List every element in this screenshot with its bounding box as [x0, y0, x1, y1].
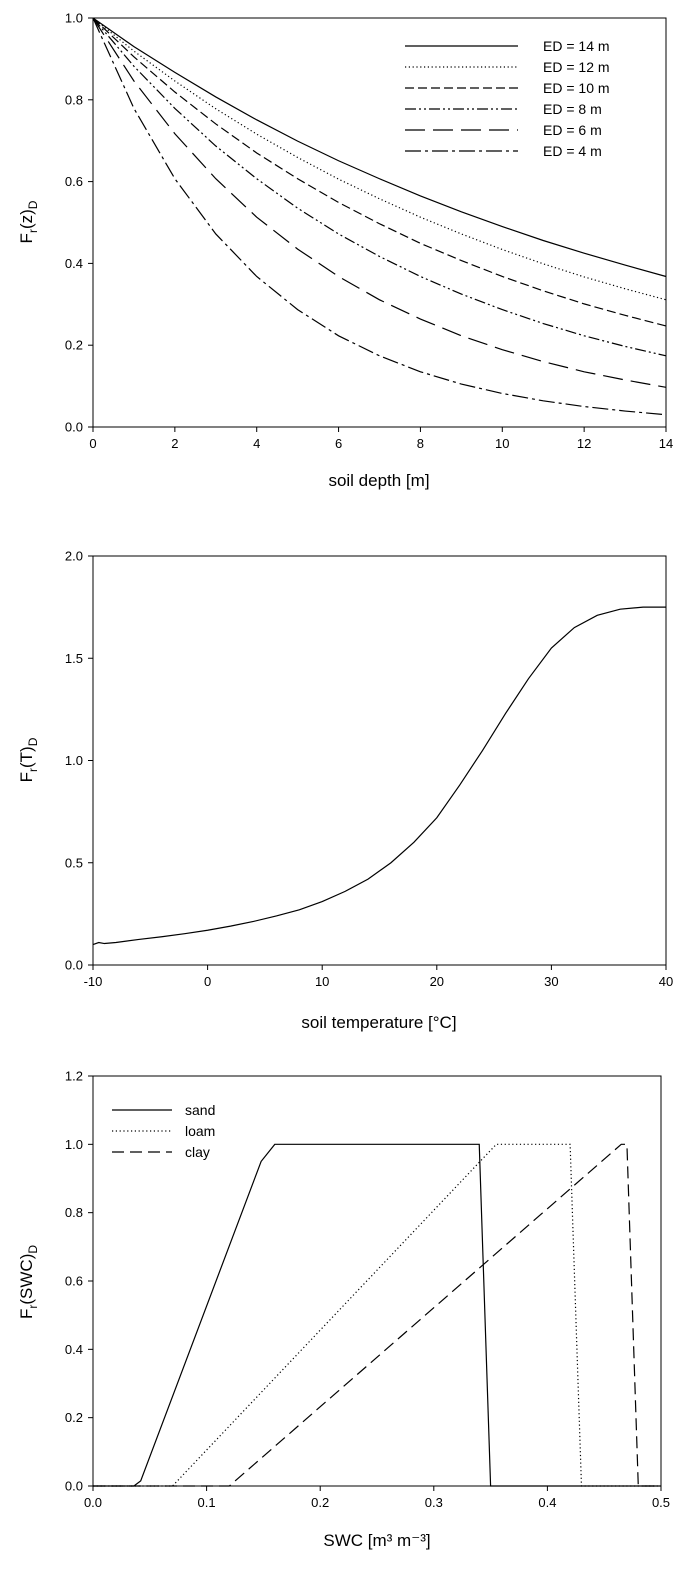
legend-label-ed-8-m: ED = 8 m	[543, 101, 602, 117]
y-tick-label: 0.4	[65, 1342, 83, 1357]
swc-chart-plot-area	[93, 1143, 661, 1487]
swc-chart-y-axis: 0.0 0.2 0.4 0.6 0.8 1.0 1.2	[65, 1069, 93, 1494]
series-ed-6-m-line	[92, 17, 667, 388]
temperature-chart-y-label: Fr(T)D	[17, 737, 40, 782]
y-tick-label: 0.0	[65, 1479, 83, 1494]
depth-chart-y-axis: 0.0 0.2 0.4 0.6 0.8 1.0	[65, 11, 93, 435]
x-tick-label: 10	[495, 436, 509, 451]
temperature-chart: -10 0 10 20 30 40 0.0 0.5 1.0 1.5 2.0 soil temper…	[17, 549, 673, 1033]
legend-label-clay: clay	[185, 1144, 210, 1160]
x-tick-label: -10	[84, 974, 103, 989]
x-tick-label: 20	[430, 974, 444, 989]
legend-label-sand: sand	[185, 1102, 215, 1118]
series-line-line	[92, 606, 666, 946]
depth-chart: 0 2 4 6 8 10 12 14 0.0 0.2 0.4 0.6 0.8 1.0 ED = 14 m…	[17, 11, 673, 491]
x-tick-label: 6	[335, 436, 342, 451]
legend-label-ed-14-m: ED = 14 m	[543, 38, 610, 54]
y-tick-label: 0.0	[65, 958, 83, 973]
legend-label-ed-4-m: ED = 4 m	[543, 143, 602, 159]
depth-chart-legend: ED = 14 m ED = 12 m ED = 10 m ED = 8 m ED = …	[405, 38, 610, 159]
y-tick-label: 0.5	[65, 855, 83, 870]
depth-chart-frame	[92, 17, 667, 428]
y-tick-label: 0.6	[65, 174, 83, 189]
series-ed-4-m-line	[92, 17, 667, 416]
y-tick-label: 1.2	[65, 1069, 83, 1084]
depth-chart-x-axis: 0 2 4 6 8 10 12 14	[89, 427, 673, 451]
y-tick-label: 0.4	[65, 256, 83, 271]
swc-chart-legend: sand loam clay	[112, 1102, 215, 1160]
x-tick-label: 0.1	[198, 1495, 216, 1510]
swc-chart: 0.0 0.1 0.2 0.3 0.4 0.5 0.0 0.2 0.4 0.6 0.8 1.0 1.2…	[17, 1069, 670, 1551]
depth-chart-plot-area	[92, 17, 667, 416]
x-tick-label: 0.4	[538, 1495, 556, 1510]
x-tick-label: 0	[89, 436, 96, 451]
series-ed-10-m-line	[92, 17, 667, 327]
x-tick-label: 12	[577, 436, 591, 451]
temperature-chart-y-axis: 0.0 0.5 1.0 1.5 2.0	[65, 549, 93, 973]
y-tick-label: 1.0	[65, 1137, 83, 1152]
x-tick-label: 2	[171, 436, 178, 451]
x-tick-label: 0.0	[84, 1495, 102, 1510]
x-tick-label: 10	[315, 974, 329, 989]
legend-label-ed-12-m: ED = 12 m	[543, 59, 610, 75]
y-tick-label: 0.8	[65, 92, 83, 107]
y-tick-label: 1.0	[65, 11, 83, 26]
y-tick-label: 2.0	[65, 549, 83, 564]
series-clay-line	[93, 1143, 661, 1487]
x-tick-label: 0.2	[311, 1495, 329, 1510]
depth-chart-x-label: soil depth [m]	[328, 471, 429, 490]
legend-label-loam: loam	[185, 1123, 215, 1139]
depth-chart-y-label: Fr(z)D	[17, 200, 40, 243]
x-tick-label: 40	[659, 974, 673, 989]
y-tick-label: 0.6	[65, 1274, 83, 1289]
x-tick-label: 0.3	[425, 1495, 443, 1510]
y-tick-label: 1.0	[65, 753, 83, 768]
y-tick-label: 0.8	[65, 1205, 83, 1220]
x-tick-label: 0.5	[652, 1495, 670, 1510]
series-sand-line	[93, 1143, 661, 1487]
temperature-chart-x-axis: -10 0 10 20 30 40	[84, 965, 673, 989]
x-tick-label: 14	[659, 436, 673, 451]
temperature-chart-x-label: soil temperature [°C]	[301, 1013, 456, 1032]
y-tick-label: 0.2	[65, 1410, 83, 1425]
legend-label-ed-10-m: ED = 10 m	[543, 80, 610, 96]
swc-chart-x-axis: 0.0 0.1 0.2 0.3 0.4 0.5	[84, 1486, 670, 1510]
legend-label-ed-6-m: ED = 6 m	[543, 122, 602, 138]
y-tick-label: 0.0	[65, 420, 83, 435]
y-tick-label: 0.2	[65, 338, 83, 353]
temperature-chart-plot-area	[92, 606, 666, 946]
x-tick-label: 8	[417, 436, 424, 451]
swc-chart-x-label: SWC [m³ m⁻³]	[323, 1531, 430, 1550]
series-ed-8-m-line	[92, 17, 667, 357]
x-tick-label: 30	[544, 974, 558, 989]
x-tick-label: 4	[253, 436, 260, 451]
y-tick-label: 1.5	[65, 651, 83, 666]
x-tick-label: 0	[204, 974, 211, 989]
series-ed-14-m-line	[92, 17, 667, 278]
swc-chart-y-label: Fr(SWC)D	[17, 1245, 40, 1319]
